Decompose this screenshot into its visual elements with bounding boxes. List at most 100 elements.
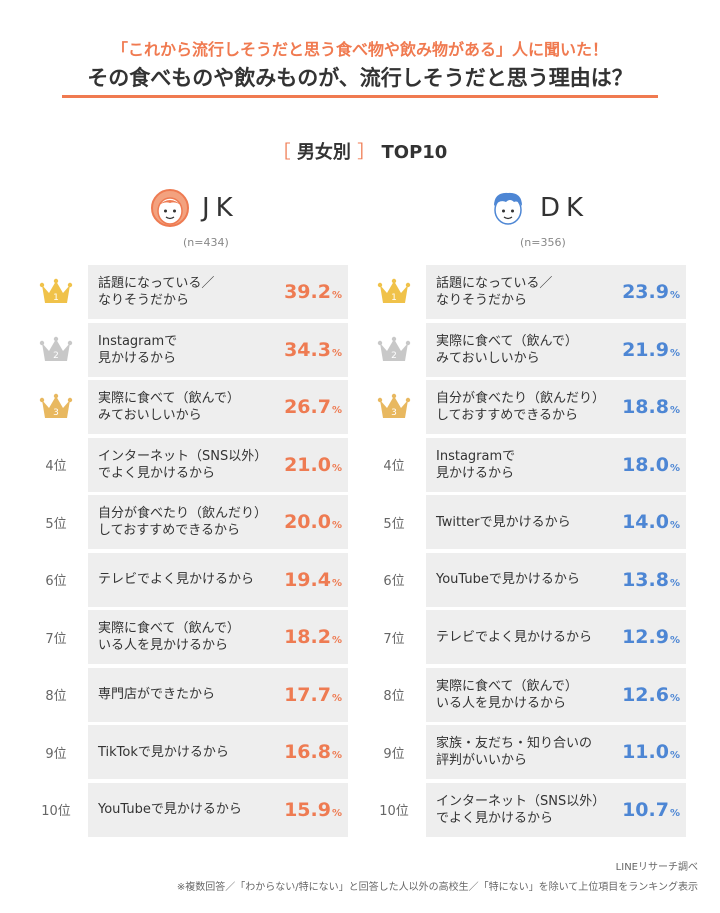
rank-label: 4位 [45,459,67,474]
value-unit: % [669,635,680,646]
percentage-value: 15.9% [268,799,348,821]
dk-n: (n=356) [520,236,566,249]
dk-rank-row: 1 話題になっている／ なりそうだから 23.9% [376,265,686,319]
percentage-value: 17.7% [268,684,348,706]
jk-rank-row: 5位 自分が食べたり（飲んだり） しておすすめできるから 20.0% [38,495,348,549]
value-number: 23.9 [622,281,669,303]
rank-marker: 2 [38,323,74,377]
percentage-value: 18.0% [606,454,686,476]
reason-label: Instagramで 見かけるから [98,333,178,366]
reason-label: 自分が食べたり（飲んだり） しておすすめできるから [98,506,268,538]
reason-label: インターネット（SNS以外） でよく見かけるから [98,448,268,481]
dk-rank-row: 3 自分が食べたり（飲んだり） しておすすめできるから 18.8% [376,380,686,434]
rank-marker: 4位 [38,438,74,492]
rank-box: テレビでよく見かけるから 19.4% [88,552,348,607]
percentage-value: 12.9% [606,626,686,648]
percentage-value: 20.0% [268,511,348,533]
rank-marker: 5位 [38,495,74,549]
jk-rank-row: 2 Instagramで 見かけるから 34.3% [38,322,348,377]
rank-marker: 8位 [38,668,74,722]
rank-box: インターネット（SNS以外） でよく見かけるから 10.7% [426,782,686,837]
percentage-value: 39.2% [268,281,348,303]
percentage-value: 21.0% [268,454,348,476]
crown-icon: 1 [39,278,73,303]
bracket-close: ］ [357,142,376,163]
value-unit: % [669,520,680,531]
crown-rank-number: 2 [391,351,397,361]
rank-label: 9位 [383,746,405,762]
value-number: 20.0 [284,511,331,533]
percentage-value: 19.4% [268,569,348,591]
jk-n: (n=434) [183,236,229,249]
rank-box: 専門店ができたから 17.7% [88,667,348,722]
crown-icon: 2 [39,336,73,361]
value-number: 39.2 [284,281,331,303]
dk-rank-row: 6位 YouTubeで見かけるから 13.8% [376,552,686,607]
crown-rank-number: 3 [53,408,59,418]
value-unit: % [669,347,680,359]
value-unit: % [331,462,342,474]
rank-label: 7位 [45,631,67,647]
jk-rank-row: 6位 テレビでよく見かけるから 19.4% [38,552,348,607]
value-unit: % [331,405,342,416]
rank-marker: 1 [38,265,74,319]
rank-box: 話題になっている／ なりそうだから 23.9% [426,265,686,319]
value-unit: % [669,750,680,761]
value-unit: % [331,750,342,761]
dk-rank-row: 7位 テレビでよく見かけるから 12.9% [376,610,686,664]
reason-label: テレビでよく見かけるから [98,572,255,587]
jk-rank-row: 1 話題になっている／ なりそうだから 39.2% [38,265,348,319]
reason-label: 自分が食べたり（飲んだり） しておすすめできるから [436,391,606,423]
value-unit: % [331,347,342,359]
rank-label: 5位 [383,516,405,532]
dk-rank-row: 9位 家族・友だち・知り合いの 評判がいいから 11.0% [376,725,686,779]
rank-box: YouTubeで見かけるから 13.8% [426,552,686,607]
title-underline [62,95,658,98]
percentage-value: 18.2% [268,626,348,648]
reason-label: 実際に食べて（飲んで） みておいしいから [436,333,578,366]
reason-label: 話題になっている／ なりそうだから [98,276,215,308]
value-number: 21.9 [622,338,669,361]
percentage-value: 10.7% [606,799,686,821]
jk-rank-row: 7位 実際に食べて（飲んで） いる人を見かけるから 18.2% [38,610,348,664]
rank-box: インターネット（SNS以外） でよく見かけるから 21.0% [88,437,348,492]
rank-box: 実際に食べて（飲んで） いる人を見かけるから 18.2% [88,610,348,664]
jk-rank-row: 3 実際に食べて（飲んで） みておいしいから 26.7% [38,380,348,434]
rank-marker: 7位 [376,610,412,664]
jk-header: JK [150,188,350,228]
value-number: 18.8 [622,396,669,418]
value-number: 19.4 [284,568,331,591]
percentage-value: 34.3% [268,339,348,361]
reason-label: 専門店ができたから [98,687,216,702]
percentage-value: 23.9% [606,281,686,303]
rank-box: 自分が食べたり（飲んだり） しておすすめできるから 20.0% [88,495,348,549]
value-unit: % [669,807,680,819]
percentage-value: 13.8% [606,569,686,591]
percentage-value: 16.8% [268,741,348,763]
rank-marker: 9位 [38,725,74,779]
rank-box: 自分が食べたり（飲んだり） しておすすめできるから 18.8% [426,380,686,434]
rank-box: Twitterで見かけるから 14.0% [426,495,686,549]
jk-title: JK [202,193,239,223]
rank-box: 実際に食べて（飲んで） みておいしいから 21.9% [426,322,686,377]
rank-marker: 4位 [376,438,412,492]
value-number: 12.6 [622,683,669,706]
rank-marker: 5位 [376,495,412,549]
rank-box: TikTokで見かけるから 16.8% [88,725,348,779]
rank-marker: 1 [376,265,412,319]
rank-label: 8位 [383,689,405,704]
crown-icon: 2 [377,336,411,361]
rank-marker: 6位 [38,553,74,607]
rank-box: Instagramで 見かけるから 34.3% [88,322,348,377]
section-suffix: TOP10 [381,142,448,163]
jk-rank-row: 10位 YouTubeで見かけるから 15.9% [38,782,348,837]
footnote: ※複数回答／「わからない/特にない」と回答した人以外の高校生／「特にない」を除い… [176,882,698,893]
rank-marker: 2 [376,323,412,377]
reason-label: インターネット（SNS以外） でよく見かけるから [436,793,606,826]
crown-rank-number: 3 [391,408,397,418]
value-number: 18.2 [284,626,331,648]
value-number: 21.0 [284,453,331,476]
percentage-value: 21.9% [606,339,686,361]
rank-label: 4位 [383,459,405,474]
reason-label: 家族・友だち・知り合いの 評判がいいから [436,736,593,768]
